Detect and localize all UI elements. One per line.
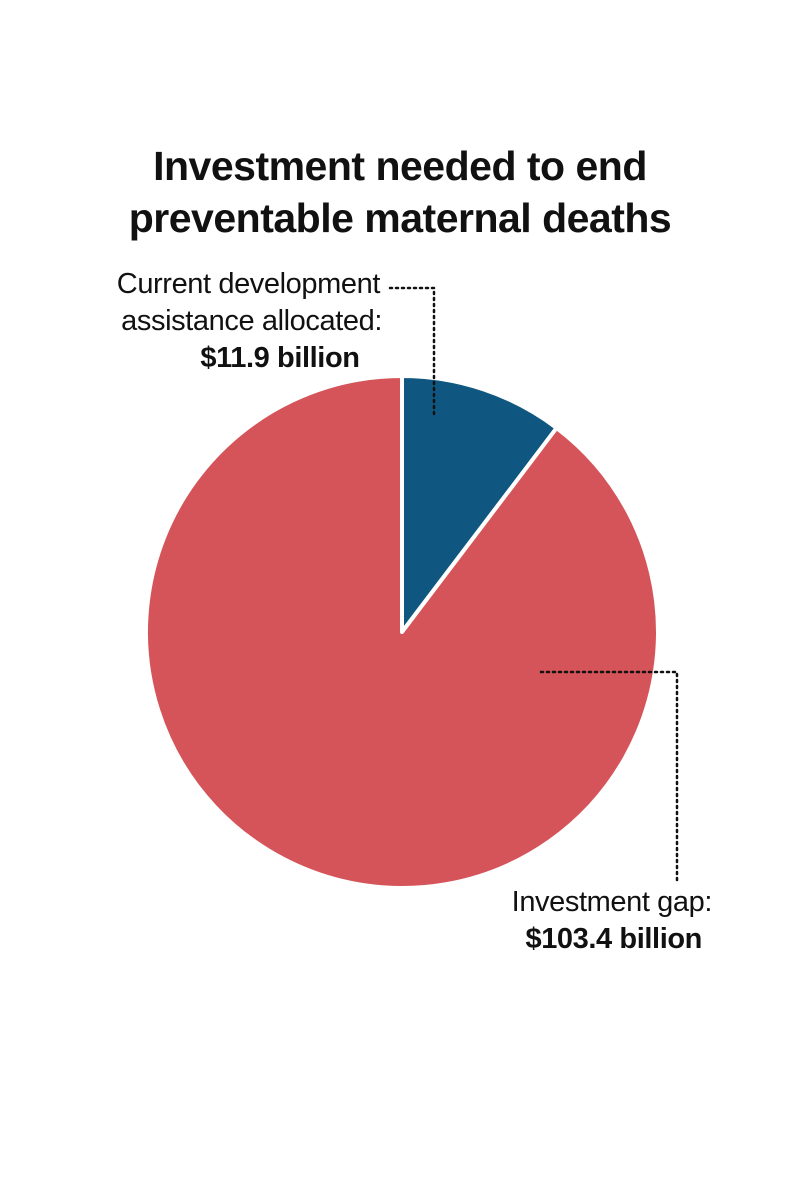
label-gap-line-1: Investment gap:: [511, 886, 713, 918]
label-current-line-2: assistance allocated:: [121, 305, 382, 337]
label-current-line-1: Current development: [116, 268, 381, 300]
pie-slices: [144, 374, 660, 890]
pie-slice-current-assistance: [400, 374, 559, 634]
label-current-assistance: Current development assistance allocated…: [20, 266, 383, 377]
label-current-value: $11.9 billion: [200, 342, 360, 374]
pie-slice-investment-gap: [144, 374, 660, 890]
chart-title-line-2: preventable maternal deaths: [128, 195, 672, 241]
chart-title-line-1: Investment needed to end: [153, 143, 647, 189]
leader-line-current: [388, 286, 436, 420]
label-gap-value: $103.4 billion: [525, 923, 702, 955]
label-investment-gap: Investment gap: $103.4 billion: [352, 884, 713, 958]
chart-title: Investment needed to end preventable mat…: [0, 140, 800, 244]
